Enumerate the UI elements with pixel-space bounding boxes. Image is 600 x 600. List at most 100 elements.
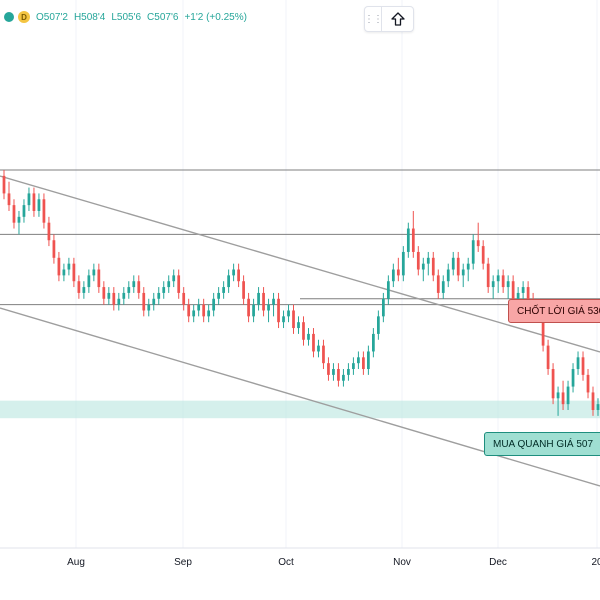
candle-body xyxy=(282,316,285,323)
candle-body xyxy=(431,257,435,276)
candle-body xyxy=(446,269,450,282)
candle-body xyxy=(496,275,500,282)
candle-body xyxy=(511,281,515,299)
candle-body xyxy=(526,287,530,305)
candle-body xyxy=(12,205,16,223)
x-tick-label: Oct xyxy=(278,557,294,568)
horizontal-levels-layer xyxy=(0,169,600,306)
candle-body xyxy=(97,269,101,288)
candle-body xyxy=(576,357,580,370)
candle-body xyxy=(401,251,405,276)
candle-body xyxy=(27,193,31,206)
candle-body xyxy=(486,263,490,288)
candle-body xyxy=(32,193,36,211)
candle-body xyxy=(222,287,226,293)
arrow-up-glyph xyxy=(390,12,405,26)
candle-body xyxy=(347,369,350,375)
candle-body xyxy=(476,240,480,247)
candle-body xyxy=(262,292,265,311)
candle-body xyxy=(411,228,415,252)
drag-handle-icon[interactable]: ⋮⋮ xyxy=(364,7,383,31)
candle-body xyxy=(461,269,465,276)
candle-body xyxy=(287,310,290,317)
candle-body xyxy=(596,404,600,410)
candle-body xyxy=(551,369,555,399)
candle-body xyxy=(167,281,171,288)
candle-body xyxy=(112,292,116,305)
candle-body xyxy=(217,292,221,299)
candle-body xyxy=(381,298,385,317)
candle-body xyxy=(307,333,310,340)
candle-body xyxy=(257,292,260,305)
candle-body xyxy=(202,304,206,317)
candle-body xyxy=(426,257,430,264)
floating-toolbar[interactable]: ⋮⋮ xyxy=(364,6,414,32)
candle-body xyxy=(451,257,455,270)
buy-zone-callout[interactable]: MUA QUANH GIÁ 507 xyxy=(484,432,600,456)
candle-body xyxy=(172,275,176,282)
arrow-up-icon[interactable] xyxy=(382,7,413,31)
candle-body xyxy=(182,292,186,305)
candle-body xyxy=(441,281,445,293)
candle-body xyxy=(177,275,181,293)
channel-lower-line xyxy=(0,307,600,487)
candle-body xyxy=(466,263,470,270)
candle-body xyxy=(242,281,245,299)
candle-body xyxy=(342,374,345,381)
candle-body xyxy=(481,246,485,264)
candle-body xyxy=(396,269,400,276)
candle-body xyxy=(471,240,475,264)
candle-body xyxy=(267,304,270,311)
candle-body xyxy=(406,228,410,252)
high-value: H508'4 xyxy=(73,11,106,23)
status-dot-icon xyxy=(4,12,14,22)
candle-body xyxy=(62,269,66,276)
candle-body xyxy=(566,386,570,405)
candle-body xyxy=(52,240,56,258)
x-tick-label: 20 xyxy=(591,557,600,568)
candle-body xyxy=(327,363,330,375)
candle-body xyxy=(7,193,11,206)
candle-body xyxy=(17,216,21,223)
candle-body xyxy=(212,298,216,311)
candle-body xyxy=(337,369,340,381)
x-tick-label: Nov xyxy=(393,557,411,568)
candle-body xyxy=(352,363,355,370)
candle-body xyxy=(367,351,370,370)
candle-body xyxy=(292,310,295,329)
candle-body xyxy=(586,374,590,393)
candle-body xyxy=(591,392,595,410)
x-tick-label: Dec xyxy=(489,557,507,568)
candle-body xyxy=(237,269,240,282)
sell-target-callout[interactable]: CHỐT LỜI GIÁ 530 xyxy=(508,299,600,323)
ohlc-legend: D O507'2 H508'4 L505'6 C507'6 +1'2 (+0.2… xyxy=(4,8,247,26)
candle-body xyxy=(456,257,460,276)
trend-channel-layer xyxy=(0,175,600,487)
candle-body xyxy=(272,298,275,305)
candle-body xyxy=(416,251,420,270)
candle-body xyxy=(332,369,335,375)
candle-body xyxy=(2,175,6,194)
candle-body xyxy=(102,287,106,299)
candle-body xyxy=(232,269,235,276)
candle-body xyxy=(581,357,585,375)
candle-body xyxy=(197,304,201,311)
interval-badge-icon[interactable]: D xyxy=(18,11,30,23)
candle-body xyxy=(142,292,146,311)
candle-body xyxy=(312,333,315,352)
candle-body xyxy=(117,298,121,305)
candle-body xyxy=(187,304,191,317)
candle-body xyxy=(247,298,250,317)
candle-body xyxy=(297,322,300,329)
candle-body xyxy=(501,275,505,288)
candle-body xyxy=(372,333,375,352)
candle-body xyxy=(47,222,51,241)
candle-body xyxy=(362,357,365,370)
candle-body xyxy=(386,281,390,299)
candle-body xyxy=(147,304,151,311)
candle-body xyxy=(516,292,520,299)
candle-body xyxy=(506,281,510,288)
low-value: L505'6 xyxy=(111,11,142,23)
